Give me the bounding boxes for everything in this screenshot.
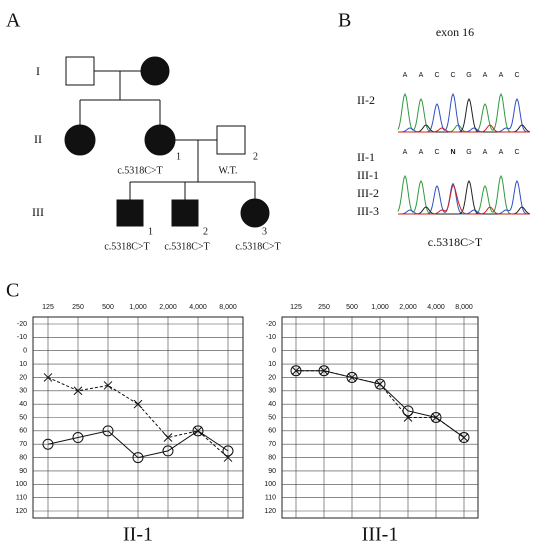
- panel-label: A: [6, 10, 21, 32]
- genotype-label: c.5318C>T: [117, 165, 162, 176]
- x-tick-label: 500: [102, 304, 114, 311]
- x-tick-label: 125: [42, 304, 54, 311]
- female-affected: [65, 125, 95, 155]
- x-tick-label: 125: [290, 304, 302, 311]
- y-tick-label: 120: [264, 508, 276, 515]
- y-tick-label: 50: [268, 414, 276, 421]
- y-tick-label: 30: [268, 388, 276, 395]
- y-tick-label: -10: [266, 334, 276, 341]
- base-call: G: [466, 149, 471, 156]
- y-tick-label: 10: [19, 361, 27, 368]
- generation-label: I: [36, 64, 40, 78]
- base-call: C: [514, 149, 519, 156]
- male-affected: [117, 200, 143, 226]
- x-tick-label: 250: [318, 304, 330, 311]
- chart-title: III-1: [362, 524, 399, 546]
- y-tick-label: 100: [15, 481, 27, 488]
- y-tick-label: 110: [16, 494, 27, 501]
- x-tick-label: 500: [346, 304, 358, 311]
- individual-number: 2: [203, 226, 208, 237]
- base-call: A: [499, 149, 504, 156]
- sample-label: II-1: [357, 150, 375, 164]
- y-tick-label: 20: [268, 374, 276, 381]
- figure: A I II III 1 c.5318C>T 2 W.T. 1 c.5318C>…: [0, 0, 544, 547]
- y-tick-label: 20: [19, 374, 27, 381]
- y-tick-label: 0: [272, 348, 276, 355]
- base-call: A: [419, 149, 424, 156]
- male-affected: [172, 200, 198, 226]
- x-tick-label: 2,000: [399, 304, 417, 311]
- y-tick-label: 90: [19, 468, 27, 475]
- individual-number: 3: [262, 226, 267, 237]
- y-tick-label: -20: [266, 321, 276, 328]
- genotype-label: c.5318C>T: [104, 241, 149, 252]
- panel-label: C: [6, 280, 19, 302]
- x-tick-label: 8,000: [455, 304, 473, 311]
- y-tick-label: 80: [268, 454, 276, 461]
- genotype-label: c.5318C>T: [235, 241, 280, 252]
- y-tick-label: 70: [19, 441, 27, 448]
- x-tick-label: 1,000: [129, 304, 147, 311]
- sample-label: III-2: [357, 186, 379, 200]
- y-tick-label: -10: [17, 334, 27, 341]
- individual-number: 1: [176, 151, 181, 162]
- genotype-label: W.T.: [219, 165, 238, 176]
- y-tick-label: 50: [19, 414, 27, 421]
- base-call: N: [450, 149, 455, 156]
- female-affected: [241, 199, 269, 227]
- genotype-label: c.5318C>T: [164, 241, 209, 252]
- female-affected: [145, 125, 175, 155]
- x-tick-label: 8,000: [219, 304, 237, 311]
- sample-label: II-2: [357, 93, 375, 107]
- base-call: C: [450, 72, 455, 79]
- chart-title: II-1: [123, 524, 153, 546]
- base-call: A: [403, 72, 408, 79]
- female-affected: [141, 57, 169, 85]
- y-tick-label: -20: [17, 321, 27, 328]
- y-tick-label: 100: [264, 481, 276, 488]
- y-tick-label: 110: [265, 494, 276, 501]
- base-call: G: [466, 72, 471, 79]
- individual-number: 2: [253, 151, 258, 162]
- x-tick-label: 250: [72, 304, 84, 311]
- y-tick-label: 120: [15, 508, 27, 515]
- y-tick-label: 30: [19, 388, 27, 395]
- x-tick-label: 1,000: [371, 304, 389, 311]
- generation-label: III: [32, 205, 44, 219]
- panel-label: B: [338, 10, 351, 32]
- x-tick-label: 4,000: [189, 304, 207, 311]
- sample-label: III-3: [357, 204, 379, 218]
- y-tick-label: 60: [19, 428, 27, 435]
- base-call: A: [499, 72, 504, 79]
- y-tick-label: 80: [19, 454, 27, 461]
- generation-label: II: [34, 132, 42, 146]
- x-tick-label: 2,000: [159, 304, 177, 311]
- y-tick-label: 70: [268, 441, 276, 448]
- y-tick-label: 0: [23, 348, 27, 355]
- male-unaffected: [217, 126, 245, 154]
- base-call: C: [514, 72, 519, 79]
- individual-number: 1: [148, 226, 153, 237]
- exon-title: exon 16: [436, 25, 474, 39]
- y-tick-label: 40: [268, 401, 276, 408]
- base-call: A: [403, 149, 408, 156]
- y-tick-label: 40: [19, 401, 27, 408]
- x-tick-label: 4,000: [427, 304, 445, 311]
- y-tick-label: 10: [268, 361, 276, 368]
- y-tick-label: 60: [268, 428, 276, 435]
- base-call: A: [419, 72, 424, 79]
- base-call: A: [483, 72, 488, 79]
- sample-label: III-1: [357, 168, 379, 182]
- mutation-caption: c.5318C>T: [428, 235, 483, 249]
- male-unaffected: [66, 57, 94, 85]
- base-call: A: [483, 149, 488, 156]
- base-call: C: [434, 72, 439, 79]
- base-call: C: [434, 149, 439, 156]
- y-tick-label: 90: [268, 468, 276, 475]
